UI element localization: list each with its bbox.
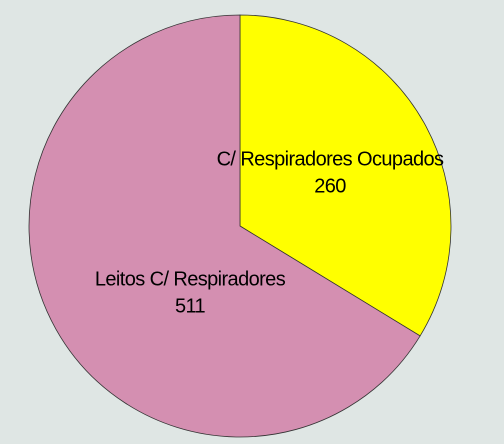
slice-value: 511	[175, 295, 206, 317]
pie-slice	[28, 14, 421, 438]
pie-slice	[239, 14, 452, 337]
slice-label: C/ Respiradores Ocupados	[217, 148, 444, 170]
slice-label: Leitos C/ Respiradores	[95, 268, 286, 290]
slice-value: 260	[314, 175, 346, 197]
